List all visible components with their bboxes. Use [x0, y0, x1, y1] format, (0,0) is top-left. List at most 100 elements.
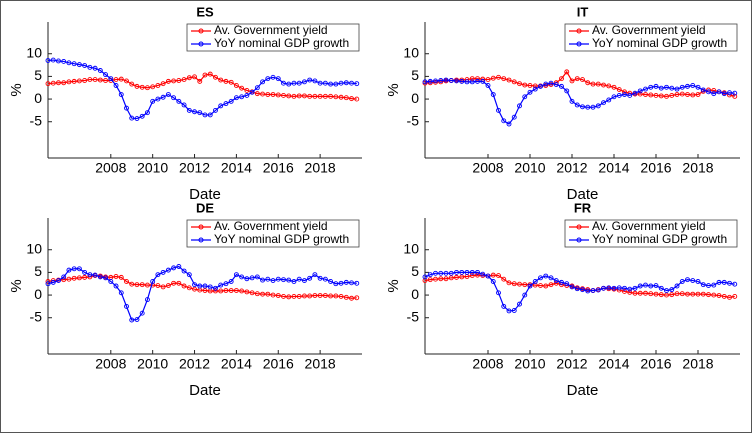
x-tick-label: 2012: [556, 356, 587, 372]
data-point: [71, 78, 77, 84]
data-point: [632, 90, 638, 96]
data-point: [679, 291, 685, 297]
data-point: [664, 292, 669, 298]
data-point: [233, 95, 239, 101]
data-point: [50, 279, 56, 285]
data-point: [186, 285, 192, 291]
data-point: [506, 77, 512, 83]
data-point: [192, 74, 197, 80]
data-point: [333, 281, 339, 287]
x-tick-label: 2016: [263, 356, 294, 372]
data-point: [622, 92, 627, 97]
data-point: [553, 280, 559, 286]
data-point: [281, 293, 286, 299]
data-point: [616, 285, 622, 291]
x-tick-label: 2008: [95, 356, 126, 372]
data-point: [71, 275, 77, 281]
data-point: [207, 71, 213, 77]
data-point: [312, 78, 318, 84]
data-point: [706, 292, 711, 298]
data-point: [150, 279, 156, 284]
data-point: [87, 272, 93, 278]
data-point: [464, 269, 470, 275]
data-point: [176, 98, 182, 104]
data-point: [333, 81, 339, 87]
data-point: [438, 276, 444, 282]
data-point: [270, 278, 276, 284]
data-point: [616, 87, 622, 92]
data-point: [291, 93, 297, 99]
data-point: [517, 301, 522, 307]
data-point: [328, 279, 334, 284]
data-point: [459, 78, 465, 84]
data-point: [674, 291, 680, 297]
data-point: [139, 84, 145, 90]
data-point: [454, 274, 459, 280]
data-point: [496, 74, 501, 80]
data-point: [103, 72, 109, 78]
data-point: [181, 283, 187, 289]
data-point: [307, 275, 313, 281]
data-point: [186, 107, 192, 113]
data-point: [281, 80, 286, 86]
data-point: [548, 80, 554, 86]
data-point: [160, 94, 166, 100]
data-point: [448, 78, 454, 83]
data-point: [559, 76, 564, 82]
data-point: [690, 291, 696, 297]
panel-title: ES: [196, 4, 214, 19]
legend-marker: [198, 41, 204, 47]
data-point: [322, 93, 328, 99]
data-point: [61, 80, 67, 86]
data-point: [454, 78, 459, 84]
data-point: [695, 279, 701, 284]
data-point: [181, 77, 187, 83]
data-point: [239, 274, 245, 280]
data-point: [176, 280, 182, 286]
data-point: [281, 277, 286, 283]
data-point: [627, 289, 633, 295]
data-point: [527, 83, 533, 88]
data-point: [244, 92, 250, 98]
data-point: [301, 93, 307, 99]
data-point: [532, 86, 538, 92]
data-point: [155, 283, 161, 288]
data-point: [176, 264, 182, 269]
data-point: [239, 94, 245, 100]
data-point: [118, 92, 124, 97]
data-point: [249, 89, 255, 95]
data-point: [480, 271, 486, 277]
data-point: [254, 291, 260, 297]
data-point: [553, 278, 559, 284]
data-point: [527, 89, 533, 95]
data-point: [165, 283, 171, 288]
legend-marker: [198, 224, 204, 230]
data-point: [343, 95, 349, 101]
data-point: [286, 93, 292, 99]
legend-marker: [576, 41, 582, 47]
data-point: [496, 107, 501, 113]
data-point: [490, 75, 496, 81]
data-point: [150, 98, 156, 104]
data-point: [711, 282, 717, 288]
data-point: [711, 88, 717, 93]
data-point: [543, 283, 549, 289]
data-point: [56, 278, 61, 284]
data-point: [233, 288, 239, 293]
data-point: [343, 279, 349, 285]
data-point: [270, 74, 276, 80]
data-point: [469, 269, 475, 275]
panel-title: FR: [574, 200, 592, 215]
data-point: [260, 277, 266, 283]
y-tick-label: 10: [403, 44, 419, 60]
x-tick-label: 2014: [598, 356, 629, 372]
data-point: [322, 276, 328, 282]
legend-box: [186, 219, 360, 248]
data-point: [171, 95, 177, 101]
data-point: [469, 76, 475, 82]
data-point: [338, 280, 344, 286]
data-point: [433, 270, 438, 276]
data-point: [606, 83, 612, 89]
data-point: [265, 276, 271, 282]
